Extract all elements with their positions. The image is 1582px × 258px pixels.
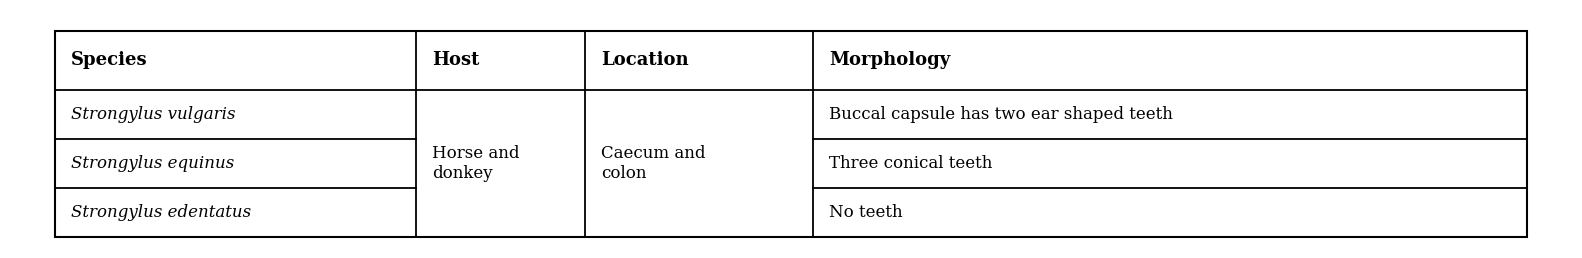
- Text: Horse and
donkey: Horse and donkey: [432, 145, 519, 182]
- Bar: [813, 139, 1527, 188]
- Bar: [55, 31, 1527, 237]
- Bar: [55, 31, 416, 90]
- Text: No teeth: No teeth: [829, 204, 902, 221]
- Bar: [585, 31, 813, 90]
- Bar: [416, 139, 585, 188]
- Text: Host: Host: [432, 51, 479, 69]
- Text: Caecum and
colon: Caecum and colon: [601, 145, 706, 182]
- Text: Strongylus vulgaris: Strongylus vulgaris: [71, 106, 236, 123]
- Bar: [55, 90, 416, 139]
- Bar: [416, 90, 585, 139]
- Bar: [55, 188, 416, 237]
- Text: Species: Species: [71, 51, 147, 69]
- Bar: [813, 90, 1527, 139]
- Bar: [55, 139, 416, 188]
- Text: Morphology: Morphology: [829, 51, 951, 69]
- Bar: [416, 31, 585, 90]
- Bar: [585, 139, 813, 188]
- Text: Strongylus edentatus: Strongylus edentatus: [71, 204, 252, 221]
- Bar: [813, 31, 1527, 90]
- Bar: [813, 188, 1527, 237]
- Bar: [585, 188, 813, 237]
- Bar: [585, 90, 813, 139]
- Text: Strongylus equinus: Strongylus equinus: [71, 155, 234, 172]
- Text: Three conical teeth: Three conical teeth: [829, 155, 992, 172]
- Text: Buccal capsule has two ear shaped teeth: Buccal capsule has two ear shaped teeth: [829, 106, 1172, 123]
- Text: Location: Location: [601, 51, 688, 69]
- Bar: [416, 188, 585, 237]
